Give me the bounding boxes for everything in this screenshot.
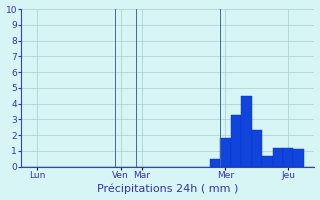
Bar (262, 156, 273, 167)
Bar (220, 138, 231, 167)
Bar (293, 149, 304, 167)
Bar (273, 148, 283, 167)
X-axis label: Précipitations 24h ( mm ): Précipitations 24h ( mm ) (97, 184, 238, 194)
Bar (231, 115, 241, 167)
Bar (252, 130, 262, 167)
Bar (283, 148, 293, 167)
Bar (241, 96, 252, 167)
Bar (210, 159, 220, 167)
